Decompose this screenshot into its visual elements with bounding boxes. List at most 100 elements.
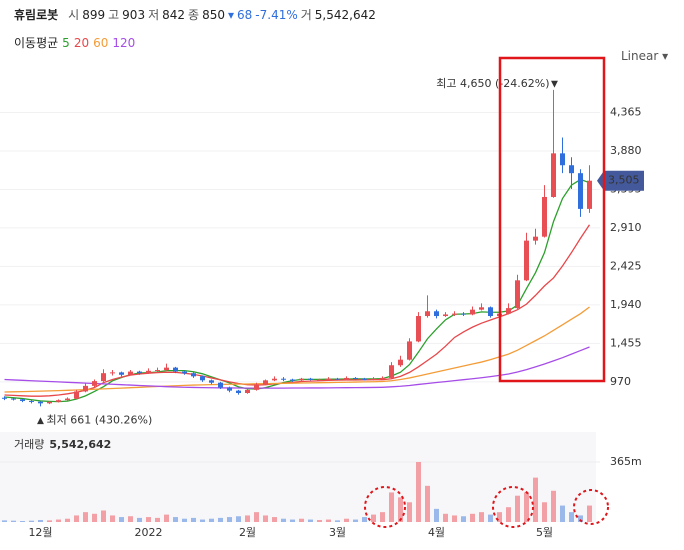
candle-body (119, 372, 124, 375)
legend-entry: 60 (93, 36, 109, 50)
candle-body (335, 378, 340, 380)
candle-body (380, 377, 385, 379)
volume-bar (200, 519, 205, 522)
candle-body (578, 173, 583, 209)
price-tag-label: 3,505 (608, 174, 640, 187)
volume-bar (407, 502, 412, 522)
volume-bar (578, 515, 583, 522)
candle-body (110, 372, 115, 374)
volume-bar (533, 477, 538, 522)
x-tick-label: 5월 (536, 526, 553, 539)
field-value: 899 (82, 8, 106, 22)
field-label: 거 (300, 8, 312, 22)
legend-title: 이동평균 (14, 36, 59, 50)
candle-body (488, 307, 493, 317)
volume-bar (542, 502, 547, 522)
volume-bar (65, 518, 70, 522)
volume-bar (515, 495, 520, 522)
field-value: 842 (162, 8, 186, 22)
volume-bar (263, 515, 268, 522)
candle-body (56, 400, 61, 402)
volume-bar (335, 520, 340, 522)
volume-bar (227, 517, 232, 522)
field-label: 시 (68, 8, 80, 22)
volume-bar (29, 520, 34, 522)
candle-body (560, 153, 565, 166)
candle-body (506, 308, 511, 314)
candle-body (218, 382, 223, 388)
volume-bar (317, 520, 322, 522)
candle-body (281, 378, 286, 380)
marker: ▲ (37, 416, 44, 426)
ma-line (4, 178, 590, 403)
volume-bar (56, 519, 61, 522)
volume-bar (137, 517, 142, 522)
highlight-circle (573, 489, 609, 525)
highlight-circle (364, 486, 406, 528)
highlight-circle (492, 486, 534, 528)
volume-bar (452, 515, 457, 522)
volume-panel (0, 432, 596, 522)
candle-body (344, 377, 349, 380)
volume-bar (569, 512, 574, 522)
volume-bar (47, 520, 52, 522)
y-tick-label: 970 (610, 375, 631, 388)
candle-body (416, 316, 421, 342)
volume-bar (74, 515, 79, 522)
volume-bar (308, 519, 313, 522)
candle-body (2, 397, 7, 399)
x-tick-label: 2월 (239, 526, 256, 539)
candle-body (227, 387, 232, 391)
candle-body (92, 381, 97, 386)
volume-title: 거래량 5,542,642 (14, 438, 111, 451)
volume-bar (497, 512, 502, 522)
stock-name: 휴림로봇 (14, 8, 59, 22)
volume-bar (38, 520, 43, 522)
field-label: 고 (108, 8, 120, 22)
volume-bar (506, 507, 511, 522)
price-tag (597, 170, 644, 191)
candle-body (20, 399, 25, 401)
volume-bar (344, 518, 349, 522)
candle-body (569, 165, 574, 174)
volume-bar (164, 514, 169, 522)
candle-body (65, 398, 70, 401)
candle-body (128, 371, 133, 375)
volume-bar (245, 515, 250, 522)
candle-body (326, 378, 331, 380)
y-tick-label: 2,910 (610, 221, 642, 234)
header: 휴림로봇 시 899 고 903 저 842 종 850 ▾ 68 -7.41% 거 5,542,642 (14, 6, 379, 23)
candle-body (182, 371, 187, 374)
candle-body (209, 380, 214, 383)
volume-bar (416, 462, 421, 522)
scale-select[interactable]: Linear ▾ (621, 49, 669, 63)
legend-entry: 20 (73, 36, 90, 50)
volume-bar (236, 516, 241, 522)
y-tick-label: 3,880 (610, 144, 642, 157)
volume-bar (398, 497, 403, 522)
y-tick-label: 2,425 (610, 259, 642, 272)
scale-label[interactable]: Linear (621, 49, 659, 63)
volume-bar (380, 512, 385, 522)
volume-bar (425, 485, 430, 522)
candle-body (587, 180, 592, 209)
candle-body (461, 313, 466, 315)
candle-body (452, 313, 457, 315)
candle-body (317, 379, 322, 381)
volume-bar (488, 514, 493, 522)
volume-bar (362, 517, 367, 522)
candle-body (155, 370, 160, 371)
candle-body (470, 309, 475, 315)
candle-body (137, 371, 142, 374)
volume-bar (299, 518, 304, 522)
volume-bar (119, 517, 124, 522)
field-value: 850 (202, 8, 225, 22)
volume-bar (353, 519, 358, 522)
candle-body (83, 385, 88, 392)
x-tick-label: 4월 (428, 526, 445, 539)
field-label: 저 (148, 8, 160, 22)
volume-bar (551, 490, 556, 522)
candle-body (515, 280, 520, 309)
